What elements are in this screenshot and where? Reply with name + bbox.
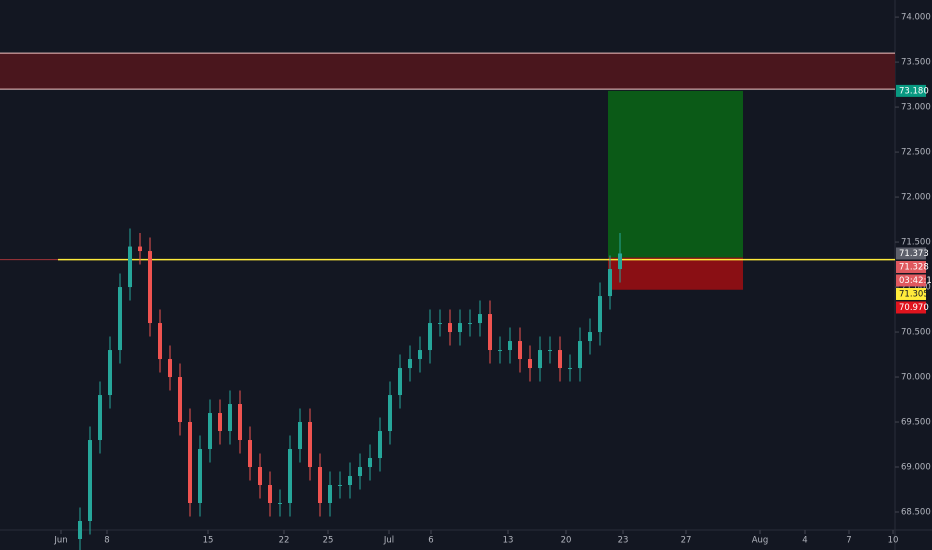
candle-body: [368, 458, 372, 468]
candle-body: [488, 314, 492, 351]
y-tick-label: 74.000: [901, 13, 931, 23]
candle-body: [188, 422, 192, 504]
candle-body: [328, 485, 332, 504]
target-label: 73.180: [899, 86, 929, 96]
candle-body: [538, 350, 542, 369]
candle-body: [98, 395, 102, 441]
x-tick-label: 10: [888, 536, 899, 546]
candle-body: [108, 350, 112, 396]
candle-body: [608, 269, 612, 297]
candle-body: [158, 323, 162, 360]
candle-body: [438, 323, 442, 325]
candle-body: [148, 251, 152, 324]
y-tick-label: 70.000: [901, 373, 931, 383]
entry-label-bg: [896, 260, 926, 273]
candle-body: [318, 467, 322, 504]
candle-body: [348, 476, 352, 486]
y-tick-label: 69.000: [901, 463, 931, 473]
candle-body: [578, 341, 582, 369]
loss-zone: [608, 257, 743, 290]
candle-body: [308, 422, 312, 468]
y-tick-label: 72.000: [901, 193, 931, 203]
candle-body: [258, 467, 262, 486]
candle-body: [128, 246, 132, 288]
countdown-label: 03:42:14: [899, 276, 932, 286]
x-tick-label: 6: [428, 536, 433, 546]
y-tick-label: 70.500: [901, 328, 931, 338]
x-tick-label: 8: [104, 536, 109, 546]
x-tick-label: 13: [503, 536, 514, 546]
x-tick-label: 4: [802, 536, 807, 546]
candle-body: [78, 521, 82, 539]
y-tick-label: 72.500: [901, 148, 931, 158]
candle-body: [198, 449, 202, 504]
candle-body: [528, 359, 532, 369]
x-tick-label: 25: [323, 536, 334, 546]
candle-body: [138, 246, 142, 252]
x-tick-label: Jul: [383, 536, 394, 546]
candle-body: [508, 341, 512, 351]
candle-body: [428, 323, 432, 351]
last-price-label: 71.373: [899, 249, 929, 259]
stop-label-bg: [896, 301, 926, 314]
candle-body: [218, 413, 222, 432]
candle-body: [448, 323, 452, 333]
y-tick-label: 73.500: [901, 58, 931, 68]
hline-label-bg: [896, 287, 926, 300]
candle-body: [468, 323, 472, 325]
stop-label: 70.970: [899, 303, 929, 313]
candle-body: [268, 485, 272, 504]
entry-label: 71.328: [899, 262, 929, 272]
last-price-label-bg: [896, 247, 926, 260]
x-tick-label: 15: [203, 536, 214, 546]
candle-body: [228, 404, 232, 432]
candle-body: [168, 359, 172, 378]
hline-label: 71.305: [899, 289, 929, 299]
candle-body: [388, 395, 392, 432]
x-tick-label: Aug: [752, 536, 769, 546]
candle-body: [478, 314, 482, 324]
candle-body: [358, 467, 362, 477]
candle-body: [408, 359, 412, 369]
candle-body: [378, 431, 382, 459]
candle-body: [248, 440, 252, 468]
target-label-bg: [896, 84, 926, 97]
candle-body: [338, 485, 342, 487]
candle-body: [458, 323, 462, 333]
countdown-label-bg: [896, 274, 926, 287]
candle-body: [208, 413, 212, 450]
candle-body: [298, 422, 302, 450]
candle-body: [288, 449, 292, 504]
x-tick-label: 7: [846, 536, 851, 546]
y-tick-label: 71.500: [901, 238, 931, 248]
candle-body: [178, 377, 182, 423]
candle-body: [568, 368, 572, 370]
candle-body: [238, 404, 242, 441]
candle-body: [278, 503, 282, 505]
x-tick-label: 22: [279, 536, 290, 546]
candle-body: [598, 296, 602, 333]
candle-body: [618, 253, 622, 270]
candle-body: [548, 350, 552, 352]
x-tick-label: 20: [561, 536, 572, 546]
resistance-zone: [0, 53, 895, 90]
y-tick-label: 73.000: [901, 103, 931, 113]
candle-body: [418, 350, 422, 360]
candle-body: [588, 332, 592, 342]
x-tick-label: 23: [618, 536, 629, 546]
candle-body: [558, 350, 562, 369]
candle-body: [518, 341, 522, 360]
candle-body: [88, 440, 92, 522]
profit-zone: [608, 90, 743, 258]
candle-body: [118, 287, 122, 351]
y-tick-label: 69.500: [901, 418, 931, 428]
y-tick-label: 68.500: [901, 508, 931, 518]
candle-body: [498, 350, 502, 352]
x-tick-label: Jun: [53, 536, 67, 546]
x-tick-label: 27: [681, 536, 692, 546]
y-tick-label: 71.000: [901, 283, 931, 293]
candle-body: [398, 368, 402, 396]
